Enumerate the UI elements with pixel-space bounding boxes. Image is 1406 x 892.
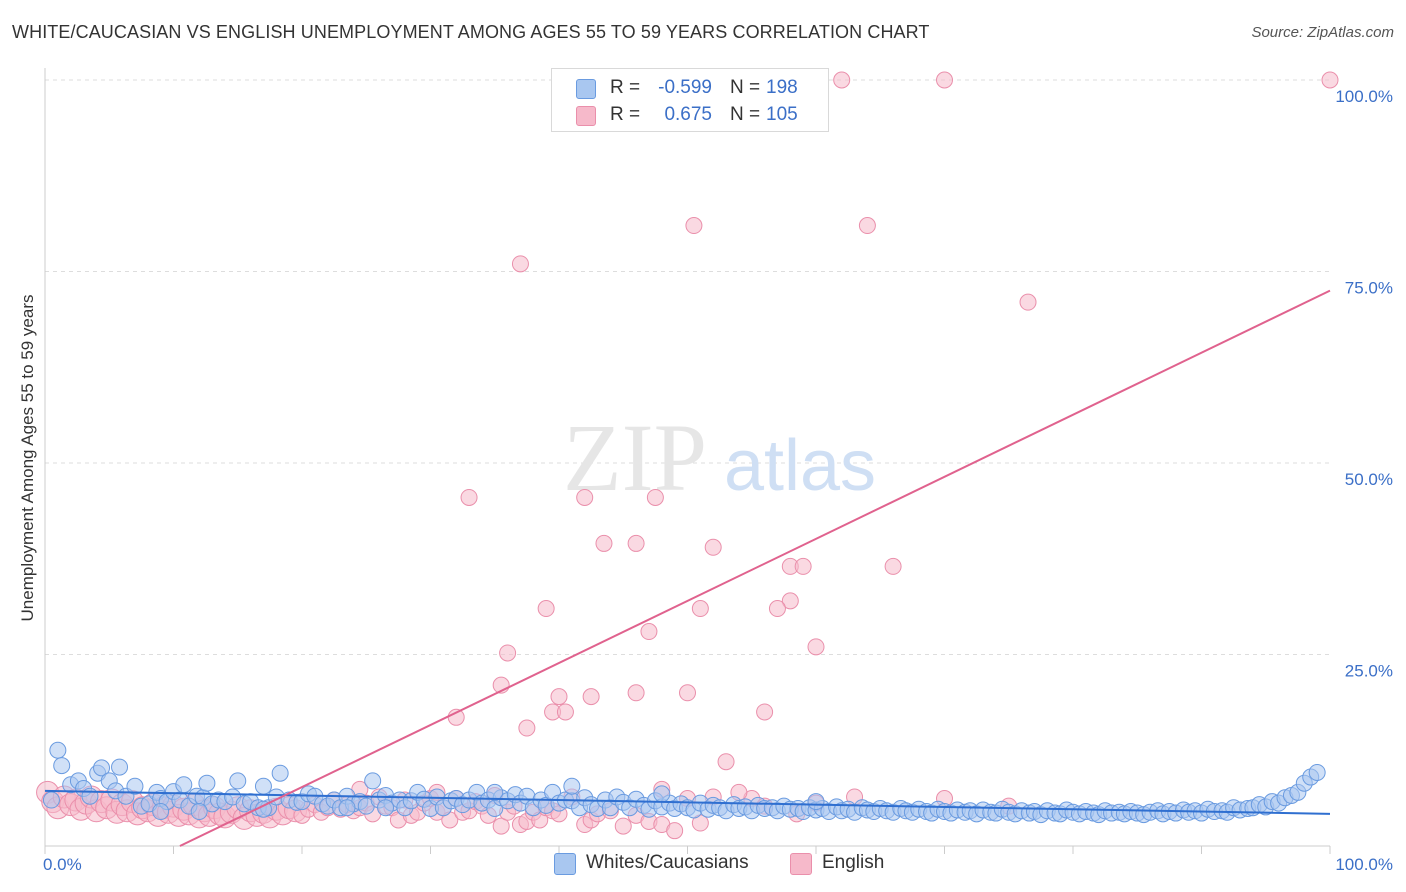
english-point — [858, 217, 876, 235]
chart-title: WHITE/CAUCASIAN VS ENGLISH UNEMPLOYMENT … — [12, 22, 930, 42]
whites-point — [175, 776, 193, 794]
english-point — [679, 684, 696, 702]
english-point — [756, 703, 774, 721]
whites-point — [152, 803, 170, 821]
english-point — [582, 688, 600, 706]
legend-r-label: R = — [610, 104, 641, 125]
legend-n-value: 198 — [766, 77, 798, 98]
x-tick-label: 100.0% — [1335, 855, 1393, 874]
whites-point — [364, 772, 382, 790]
english-point — [807, 638, 825, 656]
english-trend-line — [179, 289, 1331, 847]
english-point — [1019, 293, 1037, 311]
english-point — [666, 822, 684, 840]
legend-r-label: R = — [610, 77, 641, 98]
whites-point — [42, 791, 60, 809]
legend-swatch-whites — [554, 853, 576, 875]
grid — [45, 79, 1330, 655]
english-point — [511, 255, 529, 273]
english-point — [640, 623, 658, 641]
whites-trend-line — [44, 789, 1331, 815]
english-point — [537, 600, 555, 618]
whites-point — [111, 758, 129, 776]
english-point — [576, 488, 594, 506]
legend-row-english: R = 0.675 N = 105 — [552, 102, 828, 130]
legend-r-value: 0.675 — [664, 104, 712, 125]
y-tick-label: 25.0% — [1345, 662, 1393, 681]
legend-n-label: N = — [730, 104, 761, 125]
correlation-legend: R = -0.599 N = 198 R = 0.675 N = 105 — [551, 68, 829, 132]
x-tick-label: 0.0% — [43, 855, 82, 874]
english-point — [833, 71, 851, 89]
whites-point — [271, 764, 289, 782]
trend-lines — [44, 289, 1331, 847]
whites-points — [42, 741, 1326, 824]
english-point — [717, 753, 735, 771]
whites-point — [377, 799, 395, 817]
whites-point — [563, 777, 581, 795]
chart-source: Source: ZipAtlas.com — [1251, 24, 1394, 41]
y-tick-label: 75.0% — [1345, 279, 1393, 298]
legend-label-english: English — [822, 852, 885, 873]
whites-point — [53, 757, 71, 775]
english-point — [685, 217, 703, 235]
english-point — [550, 688, 568, 706]
watermark: ZIP atlas — [563, 404, 876, 511]
legend-swatch-english — [576, 106, 596, 126]
y-tick-label: 50.0% — [1345, 470, 1393, 489]
english-point — [595, 534, 613, 552]
whites-point — [1308, 763, 1326, 781]
english-point — [492, 817, 510, 835]
whites-point — [486, 783, 504, 801]
legend-swatch-whites — [576, 79, 596, 99]
whites-point — [807, 793, 825, 811]
y-axis-label: Unemployment Among Ages 55 to 59 years — [18, 294, 37, 622]
english-point — [556, 703, 574, 721]
whites-point — [49, 741, 67, 759]
axes — [44, 68, 1331, 854]
english-point — [646, 488, 664, 506]
english-point — [781, 592, 799, 610]
english-point — [936, 71, 953, 89]
whites-point — [93, 759, 111, 777]
english-point — [499, 644, 517, 662]
english-point — [794, 557, 812, 575]
english-point — [768, 600, 786, 618]
whites-point — [653, 785, 671, 803]
whites-point — [198, 774, 216, 792]
english-point — [518, 719, 536, 737]
legend-swatch-english — [790, 853, 812, 875]
legend-n-value: 105 — [766, 104, 798, 125]
whites-point — [190, 803, 208, 821]
english-point — [460, 488, 478, 506]
whites-point — [126, 777, 144, 795]
whites-point — [338, 799, 356, 817]
whites-point — [254, 777, 272, 795]
legend-label-whites: Whites/Caucasians — [586, 852, 749, 873]
legend-r-value: -0.599 — [658, 77, 712, 98]
watermark-atlas: atlas — [724, 426, 876, 506]
english-point — [627, 684, 645, 702]
y-tick-label: 100.0% — [1335, 87, 1393, 106]
english-point — [614, 817, 632, 835]
legend-row-whites: R = -0.599 N = 198 — [552, 75, 828, 103]
whites-point — [229, 772, 247, 790]
english-point — [691, 600, 709, 618]
legend-n-label: N = — [730, 77, 761, 98]
tick-labels: 25.0% 50.0% 75.0% 100.0% 0.0% 100.0% — [43, 87, 1393, 874]
english-point — [884, 557, 902, 575]
english-point — [627, 534, 645, 552]
english-point — [1321, 71, 1339, 89]
english-point — [704, 538, 722, 556]
